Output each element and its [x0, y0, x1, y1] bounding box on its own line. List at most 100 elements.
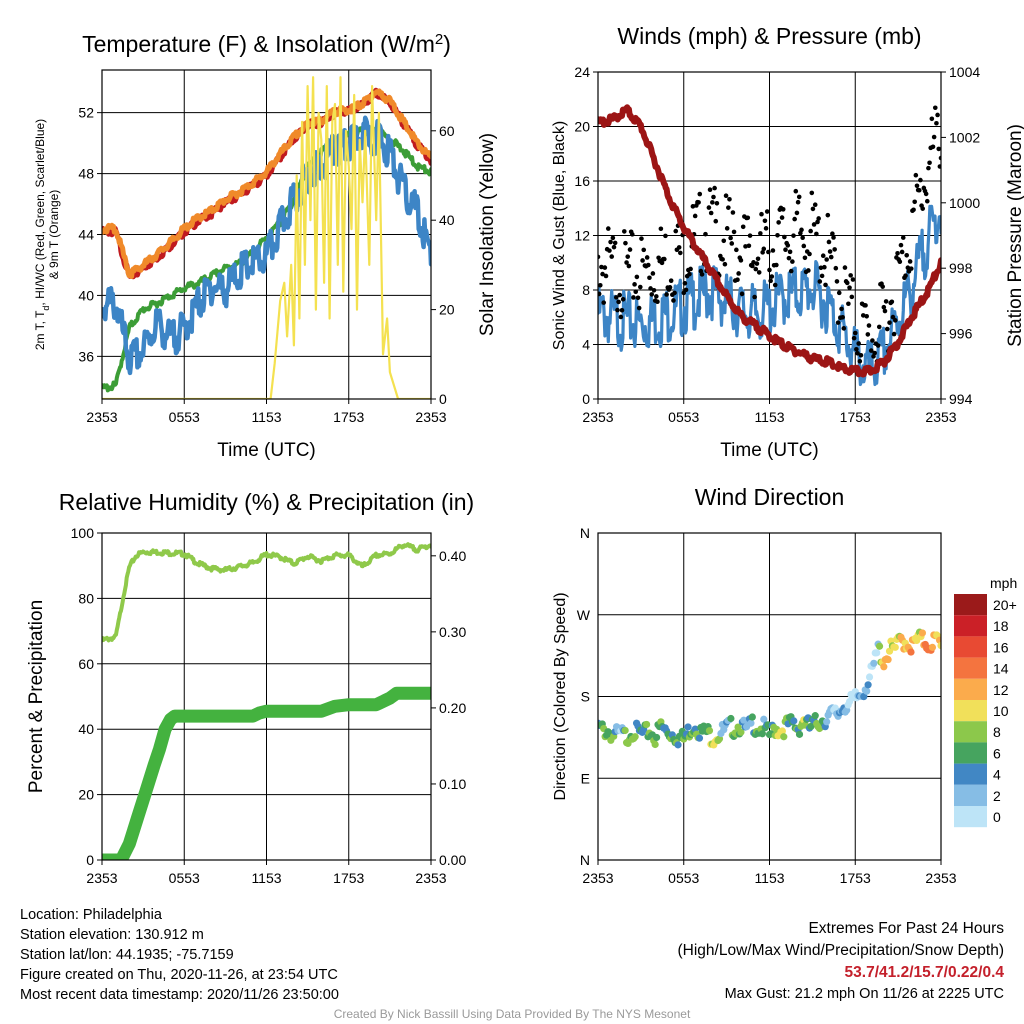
gust-point [785, 243, 791, 248]
direction-point [884, 655, 892, 664]
y-tick-label-right: 996 [949, 326, 973, 342]
y-tick-label-left: 52 [78, 105, 94, 121]
y-tick-label-left: 0 [582, 391, 590, 407]
direction-point [937, 641, 941, 650]
gust-point [753, 266, 759, 272]
gust-point [659, 260, 665, 266]
direction-point [790, 717, 798, 725]
gust-point [754, 261, 760, 266]
direction-point [727, 714, 735, 723]
gust-point [672, 290, 677, 296]
gust-point [627, 247, 633, 252]
direction-point [695, 734, 704, 742]
plot-area [102, 542, 431, 860]
gust-point [743, 244, 748, 249]
gust-point [913, 172, 919, 178]
gust-point [635, 295, 641, 301]
gust-point [671, 298, 676, 303]
gust-point [830, 231, 835, 237]
y-tick-label: N [580, 525, 590, 541]
location-text: Location: Philadelphia [20, 907, 162, 923]
direction-point [778, 727, 786, 735]
plot-area [598, 628, 941, 749]
plot-frame [597, 532, 942, 861]
gust-point [755, 256, 761, 262]
gust-point [697, 191, 703, 197]
x-tick-label: 1153 [251, 409, 281, 425]
gust-point [648, 286, 653, 291]
gust-point [601, 300, 607, 305]
gust-point [598, 282, 603, 288]
y-tick-label: E [581, 770, 590, 786]
legend-label: 8 [993, 724, 1001, 740]
x-tick-label: 1753 [333, 870, 364, 886]
gust-point [815, 219, 820, 225]
direction-point [652, 733, 661, 742]
gust-point [907, 259, 913, 264]
gust-point [769, 274, 775, 279]
y-tick-label-left: 40 [78, 287, 94, 303]
gust-point [826, 239, 832, 245]
gust-point [775, 232, 780, 238]
gust-point [870, 338, 875, 343]
gust-point [935, 112, 940, 118]
gust-point [787, 249, 793, 255]
gust-point [811, 222, 817, 227]
legend-swatch [954, 678, 987, 700]
gust-point [858, 352, 864, 358]
gust-point [676, 245, 682, 250]
direction-point [918, 629, 927, 637]
y-axis-label-left: Direction (Colored By Speed) [552, 592, 569, 800]
y-tick-label-right: 1000 [949, 195, 980, 211]
gust-point [752, 294, 757, 300]
gust-point [713, 218, 719, 224]
gust-point [887, 320, 892, 325]
gust-point [724, 226, 730, 231]
gust-point [780, 207, 786, 212]
gust-point [832, 247, 837, 252]
legend-label: 4 [993, 767, 1001, 783]
gust-point [756, 270, 762, 275]
direction-point [807, 722, 815, 731]
direction-point [811, 712, 819, 720]
gust-point [791, 233, 796, 238]
direction-point [651, 740, 659, 749]
gust-point [903, 273, 908, 278]
y-tick-label-right: 0.40 [439, 548, 466, 564]
gust-point [836, 290, 842, 296]
gust-point [728, 235, 733, 241]
x-tick-label: 0553 [169, 409, 200, 425]
gust-point [678, 250, 683, 256]
direction-point [737, 728, 745, 736]
gust-point [638, 284, 643, 290]
y-tick-label-right: 60 [439, 123, 455, 139]
gust-point [654, 294, 659, 299]
gust-point [668, 278, 674, 283]
gust-point [646, 262, 651, 268]
gust-point [603, 273, 609, 279]
series-line-2 [102, 686, 431, 860]
y-axis-label-left-2: & 9m T (Orange) [47, 190, 61, 280]
direction-point [748, 713, 756, 721]
gust-point [611, 244, 617, 250]
y-tick-label-left: 12 [574, 228, 590, 244]
gust-point [658, 226, 664, 232]
y-axis-label-right: Station Pressure (Maroon) [1005, 124, 1024, 347]
gust-point [856, 341, 861, 346]
plot-frame [597, 71, 942, 400]
gust-point [687, 271, 692, 277]
y-tick-label: N [580, 852, 590, 868]
gust-point [872, 350, 877, 356]
gust-point [663, 233, 668, 239]
gust-point [734, 247, 739, 253]
direction-point [935, 636, 941, 644]
gust-point [897, 259, 903, 265]
x-tick-label: 2353 [415, 870, 446, 886]
gust-point [924, 198, 930, 204]
gust-point [612, 240, 618, 246]
gust-point [616, 299, 621, 305]
direction-point [907, 648, 915, 656]
gust-point [839, 306, 844, 312]
y-tick-label-right: 998 [949, 260, 973, 276]
